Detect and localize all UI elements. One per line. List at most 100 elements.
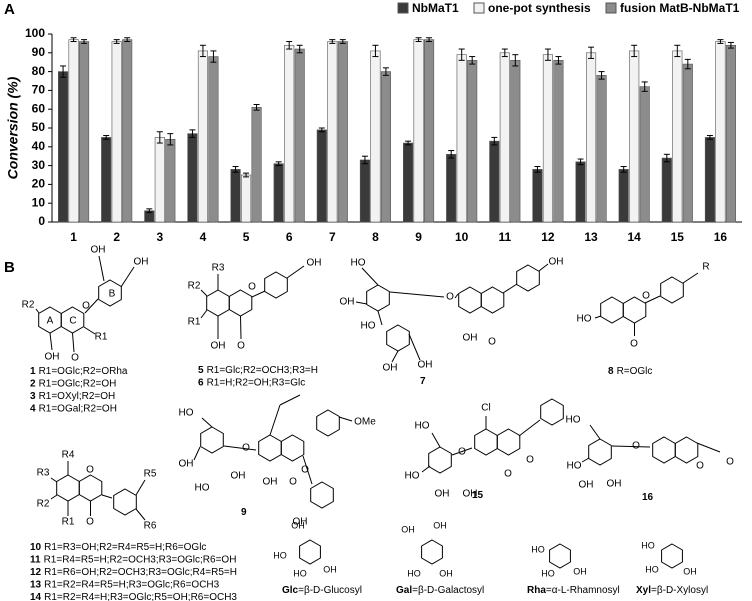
error-bar — [339, 39, 346, 44]
atom-label: O — [696, 461, 704, 472]
bar — [575, 161, 586, 223]
bond — [355, 301, 368, 305]
compound-label: 12 R1=R6=OH;R2=OCH3;R3=OGlc;R4=R5=H — [30, 567, 237, 578]
atom-label: O — [446, 292, 454, 303]
compound-id: 2 — [30, 378, 36, 389]
atom-label: HO — [407, 568, 421, 578]
sugar-label: Rha=α-L-Rhamnosyl — [527, 585, 620, 596]
atom-label: O — [242, 443, 250, 454]
y-tick-label: 40 — [32, 139, 46, 153]
atom-label: O — [488, 337, 496, 348]
error-bar — [156, 131, 163, 144]
y-tick-label: 60 — [32, 101, 46, 115]
compound-id: 11 — [30, 554, 41, 565]
atom-label: O — [526, 455, 534, 466]
error-bar — [534, 166, 541, 173]
ring — [652, 436, 676, 464]
x-tick-label: 14 — [628, 230, 642, 244]
ring — [113, 488, 137, 516]
bond — [83, 326, 96, 335]
atom-label: OH — [549, 257, 564, 268]
bar — [586, 52, 597, 223]
y-tick-label: 20 — [32, 177, 46, 191]
bond — [50, 477, 58, 483]
legend-swatch — [605, 2, 617, 14]
atom-label: R2 — [188, 281, 201, 292]
bond — [338, 416, 353, 422]
atom-label: C — [69, 316, 76, 327]
error-bar — [361, 155, 368, 165]
atom-label: OH — [179, 459, 194, 470]
bond — [135, 508, 146, 521]
bar — [241, 174, 252, 223]
bond — [223, 445, 257, 451]
bar — [359, 159, 370, 223]
atom-label: R3 — [37, 468, 50, 479]
bar — [294, 48, 305, 223]
bar — [380, 71, 391, 223]
error-bar — [544, 48, 551, 61]
compound-id: 5 — [198, 365, 204, 376]
error-bar — [124, 37, 131, 43]
atom-label: HO — [577, 314, 592, 325]
atom-label: HO — [361, 321, 376, 332]
error-bar — [286, 41, 293, 50]
atom-label: R3 — [212, 263, 225, 274]
error-bar — [296, 44, 303, 54]
x-tick-label: 4 — [200, 230, 207, 244]
bar — [58, 71, 69, 223]
bar — [424, 39, 435, 223]
error-bar — [113, 39, 120, 44]
error-bar — [189, 129, 196, 138]
atom-label: O — [237, 341, 245, 352]
bar — [208, 56, 219, 223]
ring — [310, 481, 334, 509]
atom-label: OH — [231, 471, 246, 482]
y-tick-label: 10 — [32, 195, 46, 209]
bar — [704, 137, 715, 223]
compound-label: 8 R=OGlc — [608, 366, 652, 377]
bar — [715, 41, 726, 223]
bond — [421, 465, 431, 473]
compound-id: 14 — [30, 592, 42, 601]
ring — [366, 284, 390, 312]
error-bar — [501, 48, 508, 58]
bond — [135, 479, 146, 496]
bond — [200, 309, 208, 319]
atom-label: HO — [531, 544, 545, 554]
bar — [639, 86, 650, 223]
bar — [284, 44, 295, 223]
error-bar — [372, 44, 379, 58]
atom-label: OH — [293, 517, 308, 528]
bond — [611, 445, 651, 448]
atom-label: HO — [179, 408, 194, 419]
legend-label: fusion MatB-NbMaT1 — [620, 1, 740, 15]
compound-id: 7 — [420, 376, 426, 387]
ring — [474, 428, 498, 456]
sugar-abbr: Xyl — [636, 585, 651, 596]
error-bar — [448, 150, 455, 159]
bond — [377, 310, 383, 326]
bar — [682, 63, 693, 223]
bond — [98, 255, 105, 282]
atom-label: R2 — [22, 300, 35, 311]
ring — [540, 398, 564, 426]
atom-label: OH — [433, 520, 447, 530]
error-bar — [382, 67, 389, 76]
ring — [316, 409, 340, 437]
error-bar — [415, 37, 422, 43]
compound-substituents: R1=H;R2=OH;R3=Glc — [207, 377, 306, 388]
error-bar — [491, 136, 498, 146]
error-bar — [458, 48, 465, 61]
atom-label: OH — [91, 245, 106, 256]
atom-label: B — [109, 289, 116, 300]
x-tick-label: 11 — [498, 230, 511, 244]
atom-label: O — [726, 457, 734, 468]
bar — [629, 50, 640, 223]
bond — [518, 419, 541, 437]
atom-label: HO — [567, 461, 582, 472]
atom-label: O — [301, 465, 309, 476]
atom-label: Cl — [481, 403, 490, 414]
bond — [35, 308, 40, 314]
error-bar — [253, 104, 260, 111]
